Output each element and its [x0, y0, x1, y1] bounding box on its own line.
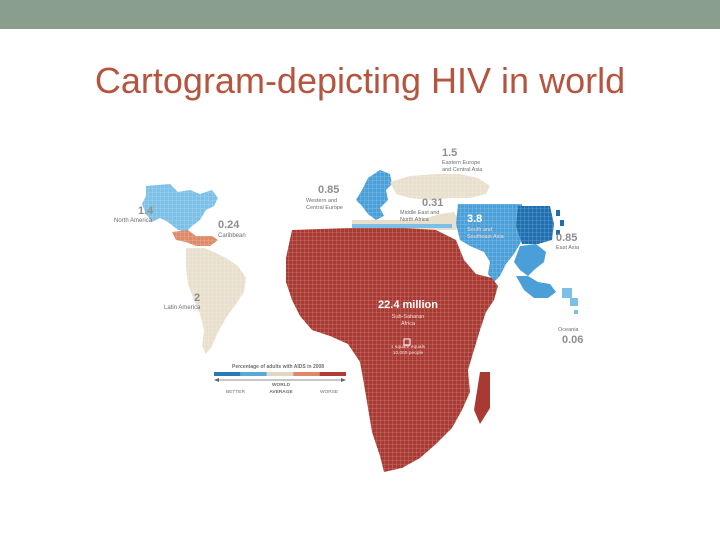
eastern-europe-label-1: Eastern Europe: [442, 160, 480, 166]
eastern-europe-value: 1.5: [442, 147, 457, 159]
latin-america-value: 2: [194, 292, 200, 304]
middle-east-label-1: Middle East and: [400, 210, 439, 216]
western-europe-label-2: Central Europe: [306, 205, 343, 211]
caribbean-label: Caribbean: [218, 233, 246, 239]
slide-title: Cartogram-depicting HIV in world: [94, 60, 626, 101]
legend-swatch: [214, 372, 241, 376]
south-asia-value: 3.8: [467, 213, 482, 225]
africa-value: 22.4 million: [378, 299, 438, 311]
legend-arrow-right-icon: [341, 378, 346, 382]
region-caribbean: [172, 230, 218, 246]
region-sub-saharan-africa: [286, 228, 498, 472]
north-america-label: North America: [114, 218, 153, 224]
western-europe-value: 0.85: [318, 184, 339, 196]
region-middle-east: [352, 212, 460, 230]
legend-swatch: [266, 372, 294, 376]
region-south-asia: [456, 204, 556, 298]
east-asia-value: 0.85: [556, 232, 577, 244]
square-note-line2: 10,000 people: [393, 350, 424, 356]
legend-swatch: [240, 372, 267, 376]
square-note-line1: 1 square equals: [391, 344, 426, 350]
africa-label-2: Africa: [401, 321, 416, 327]
legend: Percentage of adults with AIDS in 2008 B…: [214, 364, 346, 395]
north-america-value: 1.4: [138, 205, 154, 217]
south-asia-label-1: South and: [467, 227, 492, 233]
legend-swatch: [293, 372, 320, 376]
middle-east-value: 0.31: [422, 197, 443, 209]
region-east-asia: [516, 206, 564, 244]
legend-world-line2: AVERAGE: [269, 389, 293, 395]
region-western-europe: [356, 170, 392, 220]
square-unit-icon: [403, 338, 411, 346]
legend-title: Percentage of adults with AIDS in 2008: [232, 364, 324, 370]
region-north-america: [142, 184, 218, 232]
slide-top-bar: [0, 0, 720, 29]
africa-label-1: Sub-Saharan: [392, 314, 424, 320]
oceania-value: 0.06: [562, 334, 583, 346]
region-latin-america: [186, 248, 246, 354]
eastern-europe-label-2: and Central Asia: [442, 167, 483, 173]
east-asia-label: East Asia: [556, 245, 580, 251]
caribbean-value: 0.24: [218, 219, 240, 231]
region-eastern-europe: [390, 174, 490, 200]
legend-color-scale: [214, 372, 346, 376]
region-oceania: [562, 288, 578, 314]
legend-arrow-left-icon: [214, 378, 219, 382]
legend-worse: WORSE: [320, 389, 338, 395]
legend-better: BETTER: [226, 389, 245, 395]
legend-world-line1: WORLD: [272, 382, 291, 388]
latin-america-label: Latin America: [164, 305, 201, 311]
western-europe-label-1: Western and: [306, 198, 337, 204]
middle-east-label-2: North Africa: [400, 217, 430, 223]
oceania-label: Oceania: [558, 327, 579, 333]
legend-swatch: [319, 372, 346, 376]
south-asia-label-2: Southeast Asia: [467, 234, 505, 240]
